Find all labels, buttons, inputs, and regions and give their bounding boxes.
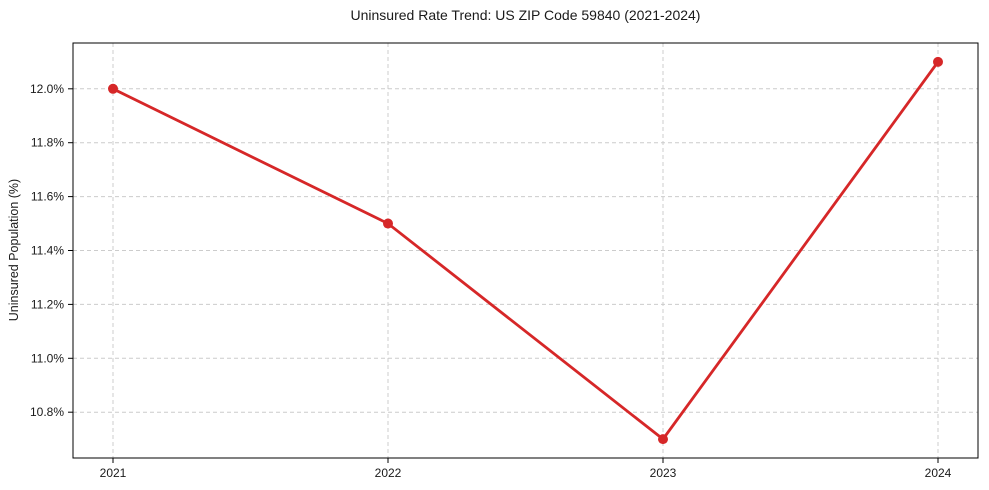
y-tick-label: 11.0% (31, 351, 64, 365)
data-point (933, 56, 943, 67)
x-tick-label: 2022 (375, 466, 402, 480)
y-tick-label: 12.0% (30, 82, 64, 96)
trend-line (111, 60, 940, 441)
data-point (108, 83, 118, 94)
y-tick-label: 11.2% (31, 297, 64, 311)
x-tick-label: 2024 (925, 466, 952, 480)
chart-title: Uninsured Rate Trend: US ZIP Code 59840 … (350, 7, 701, 23)
y-tick-label: 10.8% (30, 405, 64, 419)
y-tick-label: 11.4% (31, 244, 64, 258)
x-tick-label: 2023 (650, 466, 677, 480)
y-tick-label: 11.8% (31, 136, 64, 150)
y-tick-label: 11.6% (31, 190, 64, 204)
data-point (658, 434, 668, 445)
data-point (383, 218, 393, 229)
x-tick-label: 2021 (100, 466, 127, 480)
